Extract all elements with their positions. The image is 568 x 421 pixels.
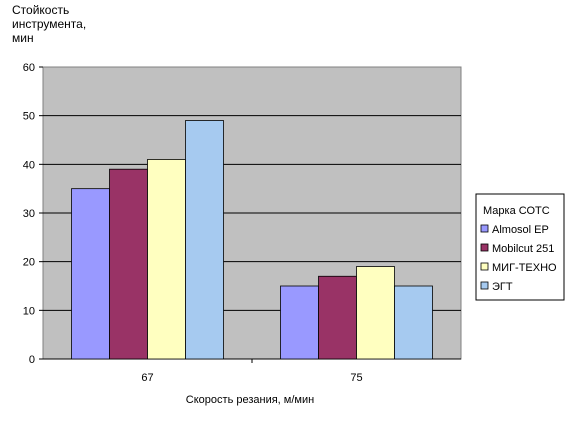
x-axis-title: Скорость резания, м/мин [186, 394, 314, 406]
legend-swatch [480, 224, 489, 233]
y-tick-labels: 0 10 20 30 40 50 60 [23, 62, 43, 366]
y-axis-title-line-3: мин [12, 31, 34, 45]
y-axis-title-line-1: Стойкость [12, 3, 69, 17]
legend-label: ЭГТ [492, 281, 513, 293]
y-tick-label: 30 [23, 208, 35, 220]
bar-mobilcut-251-67 [109, 168, 148, 360]
bar-almosol-ep-75 [280, 285, 319, 360]
y-tick-label: 40 [23, 159, 35, 171]
legend: Марка СОТС Almosol EP Mobilcut 251 МИГ-ТЕХ… [475, 193, 565, 301]
legend-label: Mobilcut 251 [492, 243, 554, 255]
x-tick-labels: 67 75 [141, 359, 363, 384]
legend-swatch [480, 281, 489, 290]
y-axis-title-line-2: инструмента, [12, 17, 86, 31]
x-tick-label: 75 [350, 372, 362, 384]
x-tick-label: 67 [141, 372, 153, 384]
y-tick-label: 0 [29, 354, 35, 366]
legend-box [475, 193, 565, 301]
bar-almosol-ep-67 [71, 188, 110, 360]
y-tick-label: 20 [23, 257, 35, 269]
y-tick-label: 10 [23, 305, 35, 317]
bar-миг-техно-67 [147, 159, 186, 360]
bar-миг-техно-75 [356, 266, 395, 360]
bar-эгт-67 [185, 120, 224, 360]
legend-label: Almosol EP [492, 224, 549, 236]
y-tick-label: 50 [23, 111, 35, 123]
legend-swatch [480, 243, 489, 252]
bars [71, 120, 433, 360]
legend-label: МИГ-ТЕХНО [492, 262, 557, 274]
y-tick-label: 60 [23, 62, 35, 74]
legend-title: Марка СОТС [483, 205, 550, 217]
legend-swatch [480, 262, 489, 271]
bar-mobilcut-251-75 [318, 275, 357, 360]
bar-эгт-75 [394, 285, 433, 360]
